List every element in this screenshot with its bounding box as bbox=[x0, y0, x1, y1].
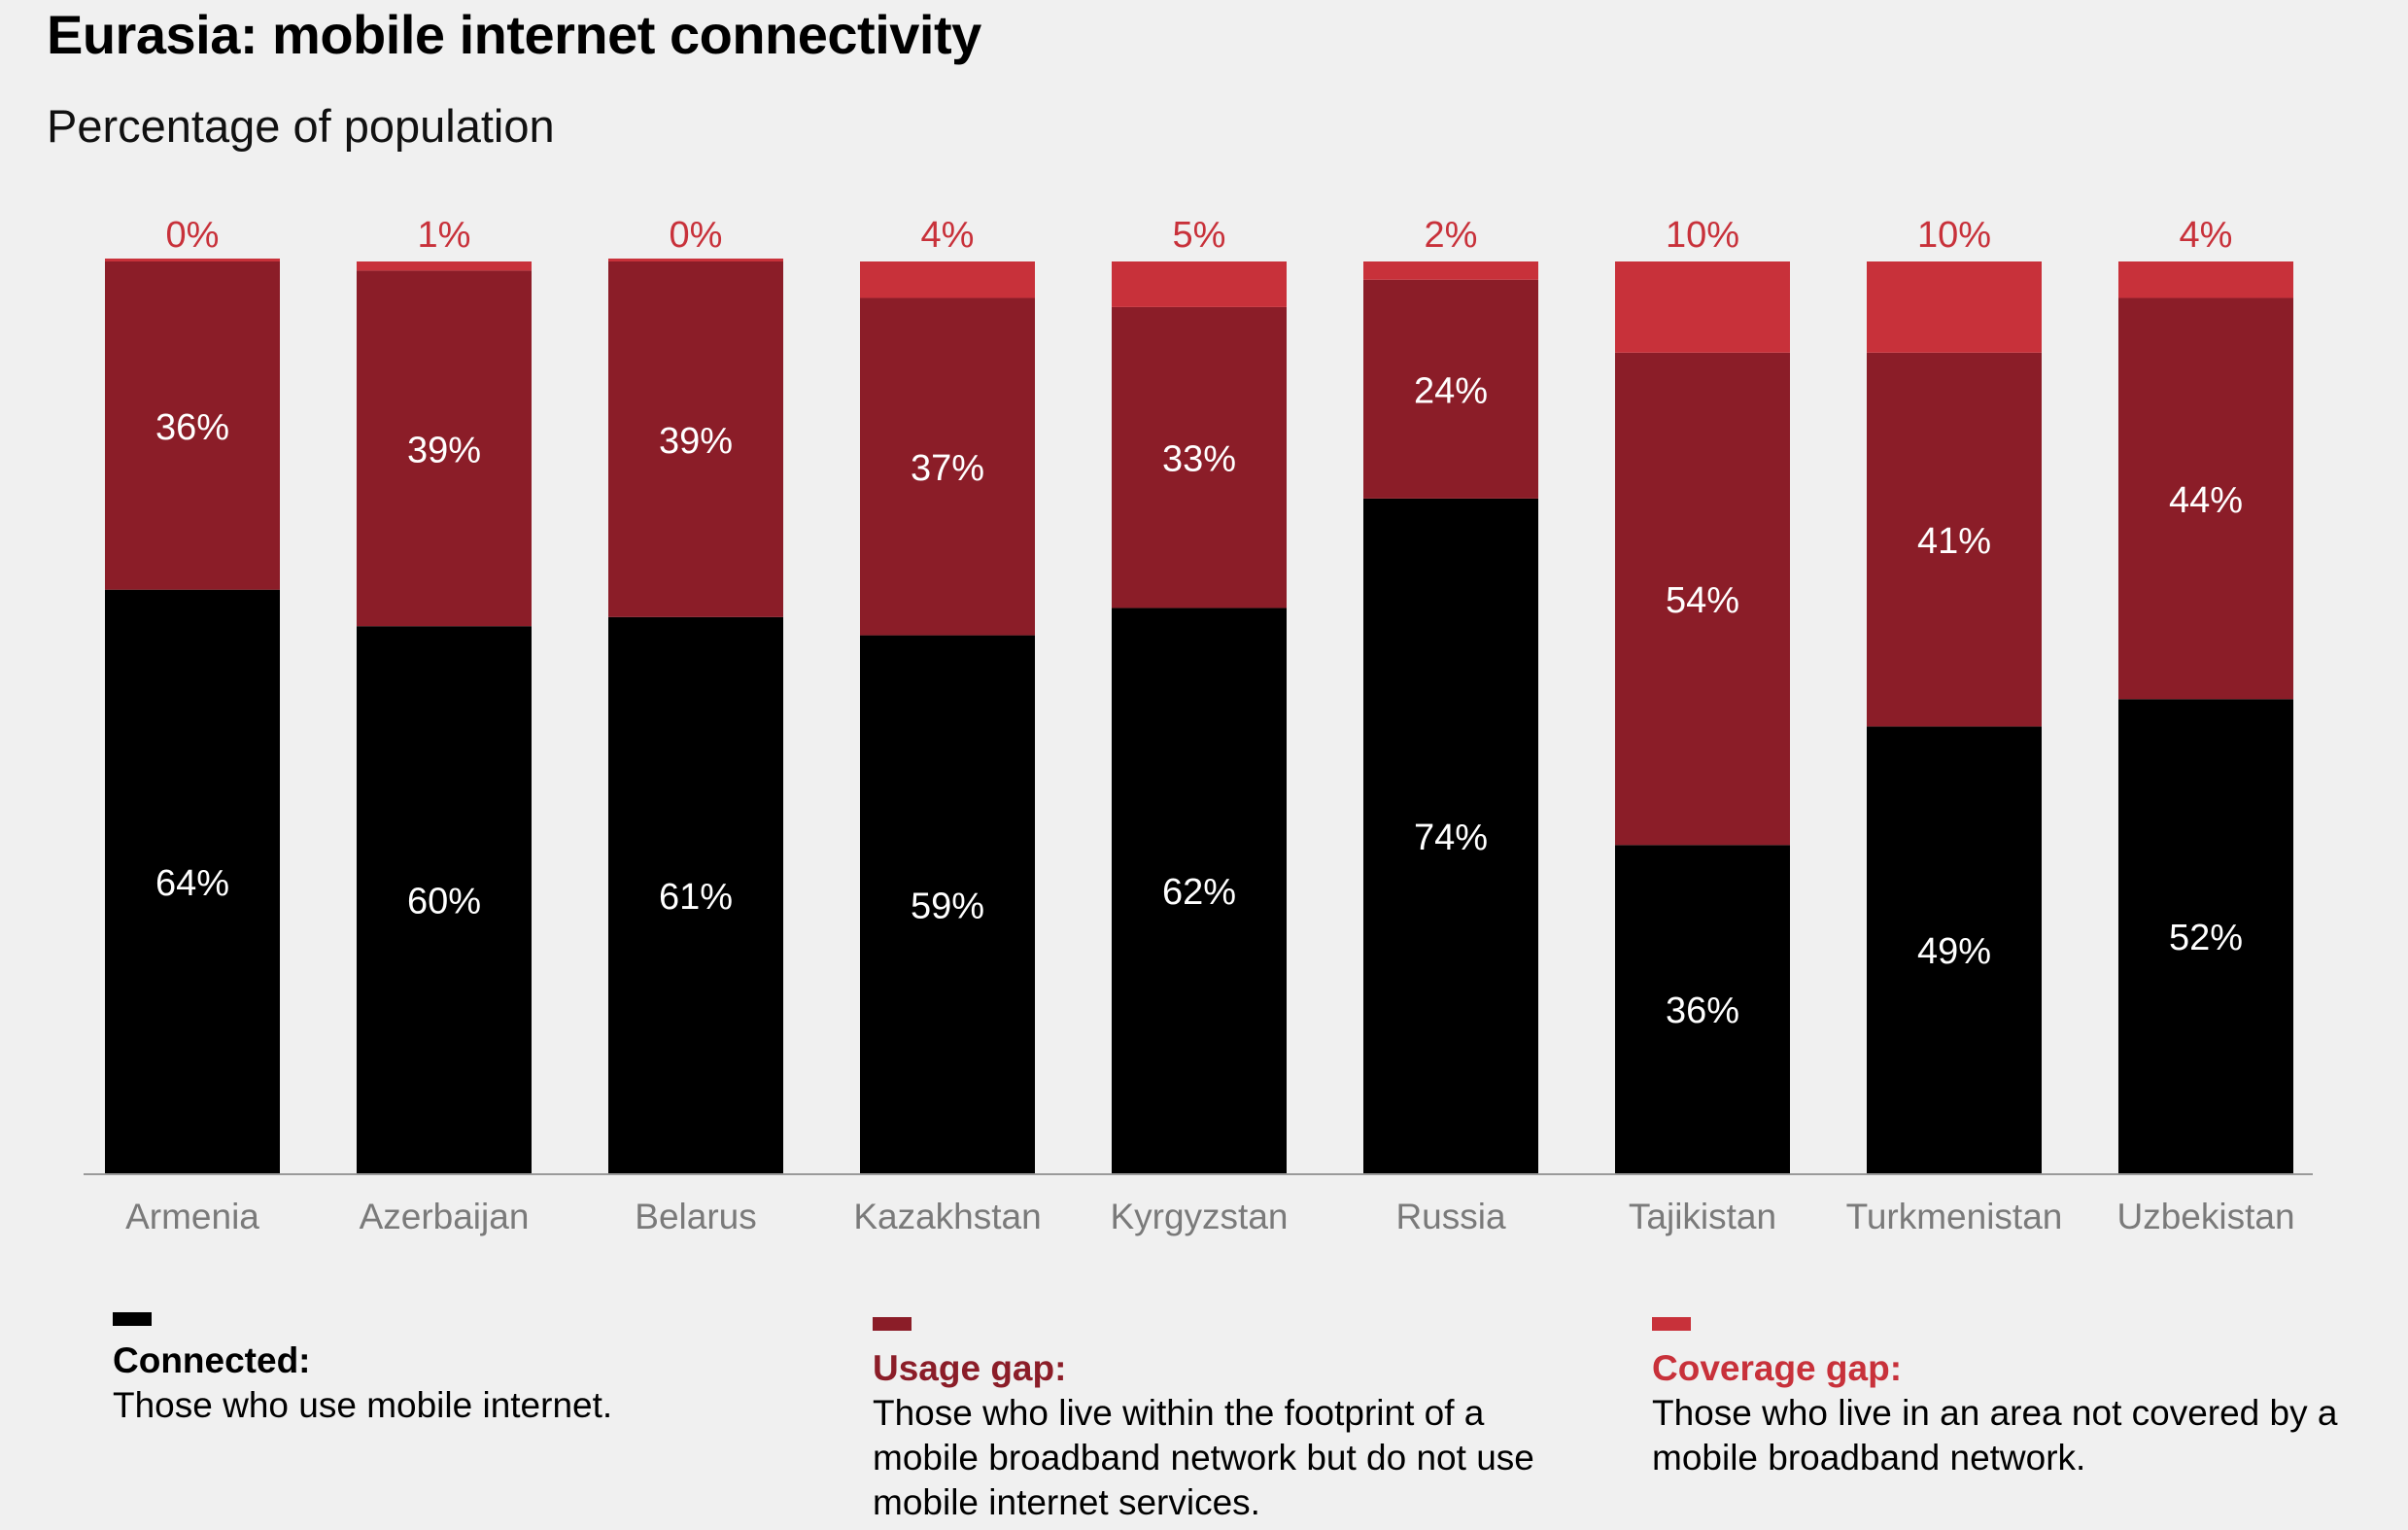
bar-usage-gap-kyrgyzstan bbox=[1112, 306, 1287, 609]
coverage-gap-label-russia: 2% bbox=[1425, 215, 1478, 256]
bar-label-usage-gap-azerbaijan: 39% bbox=[407, 430, 481, 470]
coverage-gap-label-tajikistan: 10% bbox=[1666, 215, 1739, 256]
bar-usage-gap-turkmenistan bbox=[1867, 352, 2042, 727]
category-label-belarus: Belarus bbox=[635, 1197, 756, 1236]
bar-coverage-gap-russia bbox=[1363, 261, 1538, 280]
category-label-kyrgyzstan: Kyrgyzstan bbox=[1110, 1197, 1288, 1236]
bar-label-usage-gap-armenia: 36% bbox=[155, 407, 229, 448]
coverage-gap-label-azerbaijan: 1% bbox=[418, 215, 471, 256]
bar-connected-armenia bbox=[105, 589, 280, 1173]
chart-title: Eurasia: mobile internet connectivity bbox=[47, 4, 981, 65]
legend-swatch-connected bbox=[113, 1312, 152, 1326]
category-label-azerbaijan: Azerbaijan bbox=[360, 1197, 530, 1236]
legend-description-usage-gap: Those who live within the footprint of a… bbox=[873, 1393, 1534, 1522]
bar-connected-azerbaijan bbox=[357, 626, 532, 1173]
category-label-tajikistan: Tajikistan bbox=[1629, 1197, 1776, 1236]
bar-usage-gap-russia bbox=[1363, 279, 1538, 499]
bar-label-usage-gap-belarus: 39% bbox=[659, 421, 733, 462]
bar-label-connected-uzbekistan: 52% bbox=[2169, 918, 2243, 958]
bar-coverage-gap-turkmenistan bbox=[1867, 261, 2042, 353]
legend-swatch-usage-gap bbox=[873, 1317, 912, 1331]
bar-coverage-gap-belarus bbox=[608, 259, 783, 261]
bar-coverage-gap-azerbaijan bbox=[357, 261, 532, 271]
bar-usage-gap-armenia bbox=[105, 261, 280, 590]
category-label-turkmenistan: Turkmenistan bbox=[1846, 1197, 2063, 1236]
legend-swatch-coverage-gap bbox=[1652, 1317, 1691, 1331]
legend-heading-coverage-gap: Coverage gap: bbox=[1652, 1348, 1903, 1388]
bar-label-usage-gap-russia: 24% bbox=[1414, 370, 1488, 411]
bar-label-usage-gap-kyrgyzstan: 33% bbox=[1162, 439, 1236, 480]
coverage-gap-label-turkmenistan: 10% bbox=[1917, 215, 1991, 256]
bar-connected-turkmenistan bbox=[1867, 726, 2042, 1173]
bar-usage-gap-kazakhstan bbox=[860, 297, 1035, 636]
bar-coverage-gap-kyrgyzstan bbox=[1112, 261, 1287, 307]
category-label-uzbekistan: Uzbekistan bbox=[2116, 1197, 2294, 1236]
bar-usage-gap-azerbaijan bbox=[357, 270, 532, 627]
category-label-kazakhstan: Kazakhstan bbox=[853, 1197, 1041, 1236]
bar-coverage-gap-kazakhstan bbox=[860, 261, 1035, 298]
coverage-gap-label-kyrgyzstan: 5% bbox=[1173, 215, 1226, 256]
coverage-gap-label-uzbekistan: 4% bbox=[2180, 215, 2233, 256]
category-label-russia: Russia bbox=[1395, 1197, 1506, 1236]
bar-connected-russia bbox=[1363, 498, 1538, 1173]
coverage-gap-label-kazakhstan: 4% bbox=[921, 215, 975, 256]
bar-connected-tajikistan bbox=[1615, 845, 1790, 1173]
bar-label-usage-gap-uzbekistan: 44% bbox=[2169, 480, 2243, 521]
bar-label-connected-armenia: 64% bbox=[155, 863, 229, 904]
bar-coverage-gap-tajikistan bbox=[1615, 261, 1790, 353]
coverage-gap-label-armenia: 0% bbox=[166, 215, 220, 256]
bar-label-connected-russia: 74% bbox=[1414, 817, 1488, 858]
bar-coverage-gap-armenia bbox=[105, 259, 280, 261]
bar-label-connected-belarus: 61% bbox=[659, 877, 733, 918]
bar-coverage-gap-uzbekistan bbox=[2118, 261, 2293, 298]
bar-usage-gap-belarus bbox=[608, 261, 783, 617]
stacked-bar-chart: 64% 36% 0% Armenia 60% 39% 1% Azerbaijan 61% 39% 0… bbox=[84, 215, 2313, 1236]
bar-label-connected-azerbaijan: 60% bbox=[407, 882, 481, 922]
chart-subtitle: Percentage of population bbox=[47, 100, 555, 152]
bar-connected-kazakhstan bbox=[860, 635, 1035, 1173]
category-label-armenia: Armenia bbox=[125, 1197, 259, 1236]
legend-description-connected: Those who use mobile internet. bbox=[113, 1385, 613, 1425]
bar-label-usage-gap-tajikistan: 54% bbox=[1666, 580, 1739, 621]
bar-usage-gap-tajikistan bbox=[1615, 352, 1790, 846]
bar-connected-uzbekistan bbox=[2118, 699, 2293, 1173]
bar-label-usage-gap-turkmenistan: 41% bbox=[1917, 521, 1991, 562]
legend-description-coverage-gap: Those who live in an area not covered by… bbox=[1652, 1393, 2338, 1478]
legend-heading-connected: Connected: bbox=[113, 1340, 311, 1380]
coverage-gap-label-belarus: 0% bbox=[670, 215, 723, 256]
bar-label-connected-turkmenistan: 49% bbox=[1917, 931, 1991, 972]
bar-label-connected-tajikistan: 36% bbox=[1666, 991, 1739, 1031]
bar-connected-kyrgyzstan bbox=[1112, 608, 1287, 1173]
bar-label-connected-kyrgyzstan: 62% bbox=[1162, 872, 1236, 913]
bar-label-connected-kazakhstan: 59% bbox=[911, 886, 984, 926]
bar-usage-gap-uzbekistan bbox=[2118, 297, 2293, 700]
legend-heading-usage-gap: Usage gap: bbox=[873, 1348, 1067, 1388]
bar-label-usage-gap-kazakhstan: 37% bbox=[911, 448, 984, 489]
bar-connected-belarus bbox=[608, 616, 783, 1173]
